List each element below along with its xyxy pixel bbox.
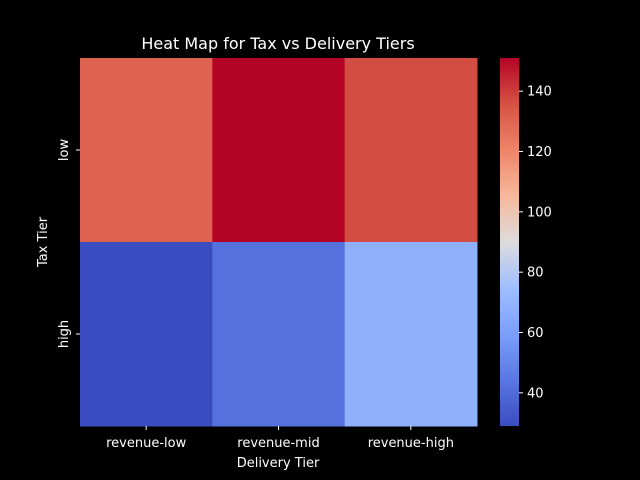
heatmap-cell: [344, 58, 478, 243]
heatmap-cell: [212, 242, 346, 427]
heatmap-cell: [212, 58, 346, 243]
heatmap-cell: [80, 58, 213, 243]
y-axis: low high: [57, 139, 80, 348]
colorbar-tick-label: 40: [527, 386, 544, 401]
colorbar: [500, 58, 519, 426]
y-tick-label: low: [57, 139, 72, 162]
x-axis: revenue-low revenue-mid revenue-high: [106, 426, 454, 451]
x-axis-label: Delivery Tier: [237, 456, 320, 471]
colorbar-tick-label: 120: [527, 145, 552, 160]
colorbar-tick-label: 80: [527, 266, 544, 281]
colorbar-tick-label: 100: [527, 205, 552, 220]
colorbar-tick-label: 60: [527, 326, 544, 341]
heatmap-cell: [344, 242, 478, 427]
y-tick-label: high: [57, 320, 72, 348]
heatmap-cell: [80, 242, 213, 427]
colorbar-ticks: 40 60 80 100 120 140: [519, 85, 552, 401]
x-tick-label: revenue-high: [368, 436, 454, 451]
colorbar-tick-label: 140: [527, 85, 552, 100]
y-axis-label: Tax Tier: [36, 216, 51, 268]
x-tick-label: revenue-mid: [237, 436, 319, 451]
heatmap-cells: [80, 58, 478, 427]
x-tick-label: revenue-low: [106, 436, 186, 451]
chart-title: Heat Map for Tax vs Delivery Tiers: [141, 34, 414, 53]
